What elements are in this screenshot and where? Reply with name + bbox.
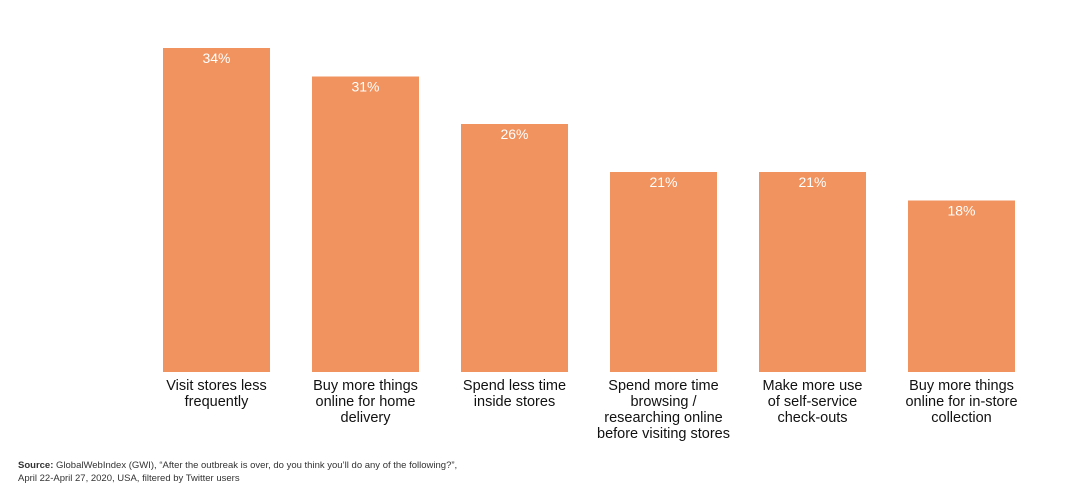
category-labels-layer: Visit stores less frequently Buy more thin… [166, 378, 1017, 442]
bar-6 [908, 200, 1015, 372]
category-label-3: Spend less time inside stores [463, 378, 566, 410]
category-label-2-line-1: Buy more things [313, 378, 418, 394]
category-label-1: Visit stores less frequently [166, 378, 266, 410]
category-label-6: Buy more things online for in-store collec… [905, 378, 1017, 426]
category-label-4: Spend more time browsing / researching onl… [597, 378, 730, 442]
value-labels-layer: 34% 31% 26% 21% 21% 18% [202, 50, 975, 218]
category-label-3-line-1: Spend less time [463, 378, 566, 394]
category-label-4-line-3: researching online [604, 410, 723, 426]
category-label-1-line-2: frequently [185, 394, 249, 410]
category-label-6-line-2: online for in-store [905, 394, 1017, 410]
source-text-line1: GlobalWebIndex (GWI), “After the outbrea… [53, 460, 458, 471]
value-label-5: 21% [798, 174, 826, 190]
value-label-4: 21% [649, 174, 677, 190]
value-label-6: 18% [947, 202, 975, 218]
value-label-3: 26% [500, 126, 528, 142]
category-label-1-line-1: Visit stores less [166, 378, 266, 394]
bar-1 [163, 48, 270, 372]
category-label-4-line-2: browsing / [630, 394, 697, 410]
category-label-6-line-3: collection [931, 410, 991, 426]
category-label-5: Make more use of self-service check-outs [763, 378, 863, 426]
source-label: Source: [18, 460, 54, 471]
bar-2 [312, 76, 419, 373]
category-label-2: Buy more things online for home delivery [313, 378, 418, 426]
category-label-2-line-2: online for home [316, 394, 416, 410]
category-label-4-line-4: before visiting stores [597, 426, 730, 442]
category-label-6-line-1: Buy more things [909, 378, 1014, 394]
category-label-3-line-2: inside stores [474, 394, 555, 410]
bars-layer [163, 48, 1015, 373]
bar-5 [759, 171, 866, 372]
category-label-4-line-1: Spend more time [608, 378, 718, 394]
category-label-5-line-2: of self-service [768, 394, 857, 410]
value-label-1: 34% [202, 50, 230, 66]
source-note: Source: GlobalWebIndex (GWI), “After the… [18, 459, 578, 485]
value-label-2: 31% [351, 79, 379, 95]
bar-3 [461, 124, 568, 372]
category-label-5-line-1: Make more use [763, 378, 863, 394]
category-label-5-line-3: check-outs [777, 410, 847, 426]
category-label-2-line-3: delivery [341, 410, 392, 426]
bar-4 [610, 171, 717, 372]
source-text-line2: April 22-April 27, 2020, USA, filtered b… [18, 473, 240, 484]
